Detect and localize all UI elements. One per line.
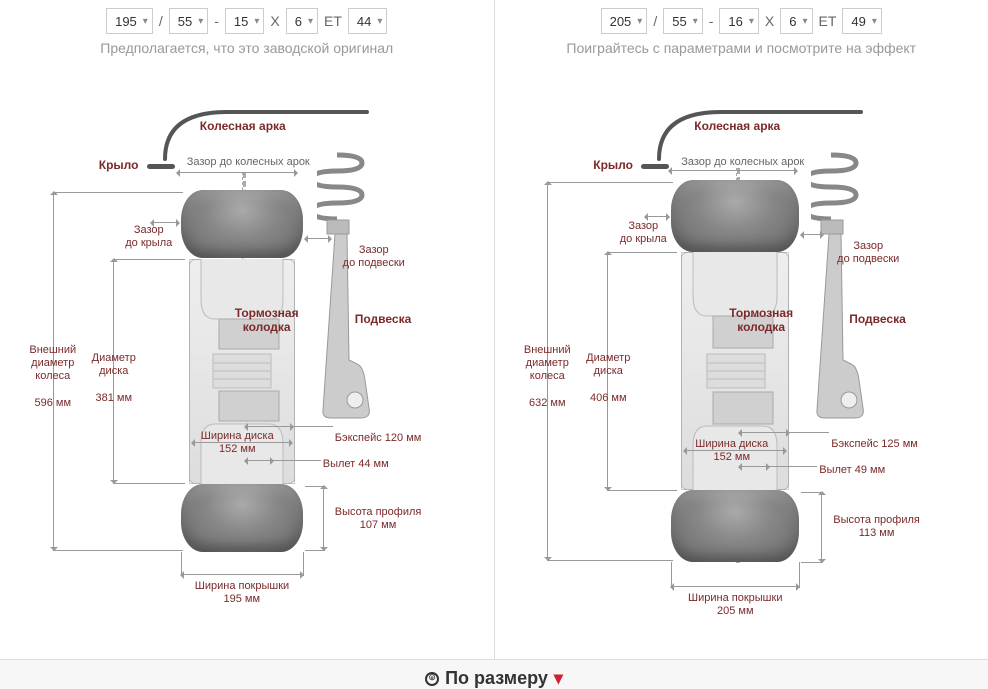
label-outer-diameter: Внешний диаметр колеса 596 мм <box>23 344 83 410</box>
label-offset: Вылет 44 мм <box>323 458 389 471</box>
select-offset[interactable]: 44▾ <box>348 8 388 34</box>
label-suspension: Подвеска <box>355 312 412 326</box>
label-profile-height: Высота профиля113 мм <box>833 514 920 540</box>
chevron-down-icon: ▾ <box>254 16 259 27</box>
comparison-container: 195▾ / 55▾ - 15▾ X 6▾ ET 44▾ Предполагае… <box>0 0 988 660</box>
select-tire-profile[interactable]: 55▾ <box>169 8 209 34</box>
tire-top <box>671 180 799 252</box>
label-backspace: Бэкспейс 120 мм <box>335 432 422 445</box>
wheel-diagram-left: Колесная арка Крыло Подвеска Внешний диа… <box>17 64 477 624</box>
footer-heading: ⌾ По размеру ▾ <box>0 660 988 689</box>
label-gap-fender: Зазордо крыла <box>615 220 671 246</box>
select-tire-width[interactable]: 205▾ <box>601 8 648 34</box>
panel-subtitle: Поиграйтесь с параметрами и посмотрите н… <box>505 40 979 56</box>
panel-subtitle: Предполагается, что это заводской оригин… <box>10 40 484 56</box>
label-backspace: Бэкспейс 125 мм <box>831 438 918 451</box>
label-fender: Крыло <box>593 158 633 172</box>
sep: ET <box>819 13 837 29</box>
chevron-down-icon: ▾ <box>554 668 563 689</box>
select-tire-profile[interactable]: 55▾ <box>663 8 703 34</box>
label-disc-width: Ширина диска152 мм <box>695 438 768 464</box>
sep: - <box>214 13 219 29</box>
label-gap-fender: Зазордо крыла <box>121 224 177 250</box>
label-wheel-arch: Колесная арка <box>200 119 286 133</box>
label-disc-diameter: Диаметр диска 406 мм <box>583 352 633 405</box>
label-profile-height: Высота профиля107 мм <box>335 506 422 532</box>
label-gap-suspension: Зазордо подвески <box>339 244 409 270</box>
label-brake: Тормознаяколодка <box>235 306 299 334</box>
sep: X <box>765 13 774 29</box>
label-fender: Крыло <box>99 158 139 172</box>
select-rim-diameter[interactable]: 16▾ <box>719 8 759 34</box>
footer-text: По размеру <box>445 668 548 689</box>
input-row-right: 205▾ / 55▾ - 16▾ X 6▾ ET 49▾ <box>505 8 979 34</box>
label-disc-diameter: Диаметр диска 381 мм <box>89 352 139 405</box>
chevron-down-icon: ▾ <box>198 16 203 27</box>
label-wheel-arch: Колесная арка <box>694 119 780 133</box>
chevron-down-icon: ▾ <box>143 16 148 27</box>
tire-bottom <box>671 490 799 562</box>
label-outer-diameter: Внешний диаметр колеса 632 мм <box>517 344 577 410</box>
select-offset[interactable]: 49▾ <box>842 8 882 34</box>
fender-graphic <box>147 164 175 169</box>
select-rim-diameter[interactable]: 15▾ <box>225 8 265 34</box>
chevron-down-icon: ▾ <box>308 16 313 27</box>
label-brake: Тормознаяколодка <box>729 306 793 334</box>
suspension-graphic <box>811 150 891 420</box>
chevron-down-icon: ▾ <box>872 16 877 27</box>
panel-original: 195▾ / 55▾ - 15▾ X 6▾ ET 44▾ Предполагае… <box>0 0 495 659</box>
chevron-down-icon: ▾ <box>693 16 698 27</box>
target-icon: ⌾ <box>425 672 439 686</box>
sep: / <box>653 13 657 29</box>
panel-custom: 205▾ / 55▾ - 16▾ X 6▾ ET 49▾ Поиграйтесь… <box>495 0 988 659</box>
select-wheel-width[interactable]: 6▾ <box>780 8 812 34</box>
tire-bottom <box>181 484 303 552</box>
chevron-down-icon: ▾ <box>377 16 382 27</box>
label-gap-arch: Зазор до колесных арок <box>681 156 804 169</box>
sep: ET <box>324 13 342 29</box>
sep: X <box>270 13 279 29</box>
wheel-diagram-right: Колесная арка Крыло Подвеска Внешний диа… <box>511 64 971 624</box>
label-gap-arch: Зазор до колесных арок <box>187 156 310 169</box>
input-row-left: 195▾ / 55▾ - 15▾ X 6▾ ET 44▾ <box>10 8 484 34</box>
label-gap-suspension: Зазордо подвески <box>833 240 903 266</box>
label-tire-width: Ширина покрышки205 мм <box>687 592 783 618</box>
suspension-graphic <box>317 150 397 420</box>
select-wheel-width[interactable]: 6▾ <box>286 8 318 34</box>
chevron-down-icon: ▾ <box>802 16 807 27</box>
label-tire-width: Ширина покрышки195 мм <box>195 580 289 606</box>
label-disc-width: Ширина диска152 мм <box>201 430 274 456</box>
tire-top <box>181 190 303 258</box>
chevron-down-icon: ▾ <box>637 16 642 27</box>
label-suspension: Подвеска <box>849 312 906 326</box>
sep: / <box>159 13 163 29</box>
select-tire-width[interactable]: 195▾ <box>106 8 153 34</box>
chevron-down-icon: ▾ <box>749 16 754 27</box>
sep: - <box>709 13 714 29</box>
label-offset: Вылет 49 мм <box>819 464 885 477</box>
